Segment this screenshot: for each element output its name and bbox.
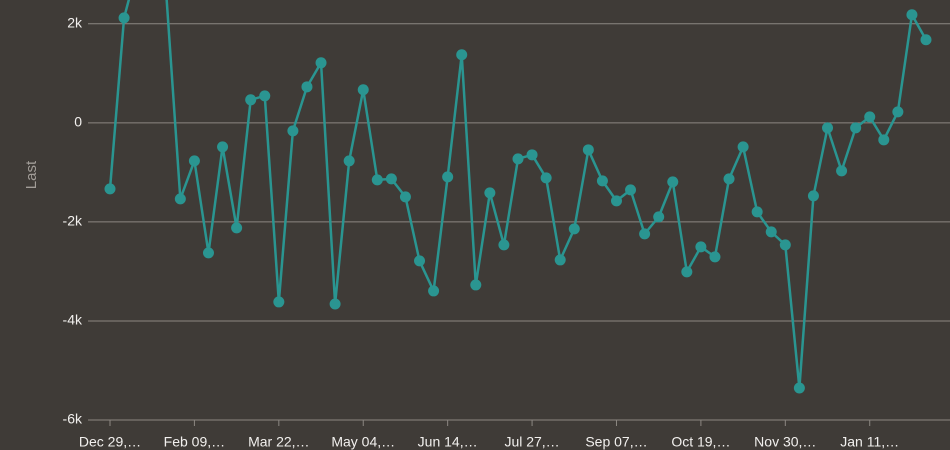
data-point xyxy=(245,94,257,106)
data-point xyxy=(484,187,496,199)
data-point xyxy=(906,9,918,21)
y-tick-label: -4k xyxy=(63,312,83,328)
data-point xyxy=(301,81,313,93)
data-point xyxy=(681,266,693,278)
y-axis-title: Last xyxy=(23,160,40,189)
x-tick-label: Sep 07,… xyxy=(585,434,647,450)
y-tick-label: -6k xyxy=(63,411,83,427)
data-point xyxy=(371,174,383,186)
data-point xyxy=(273,296,285,308)
x-tick-label: Jan 11,… xyxy=(840,434,899,450)
data-point xyxy=(596,175,608,187)
data-point xyxy=(217,141,229,153)
x-tick-label: Jun 14,… xyxy=(418,434,478,450)
data-point xyxy=(793,382,805,394)
y-tick-label: 2k xyxy=(67,14,83,30)
data-point xyxy=(864,111,876,123)
data-point xyxy=(428,285,440,297)
data-point xyxy=(878,134,890,146)
data-point xyxy=(850,122,862,134)
data-point xyxy=(512,153,524,165)
data-point xyxy=(442,171,454,183)
data-point xyxy=(174,193,186,205)
x-tick-label: Oct 19,… xyxy=(671,434,730,450)
x-tick-label: Jul 27,… xyxy=(504,434,559,450)
data-point xyxy=(329,298,341,310)
data-point xyxy=(807,190,819,202)
data-point xyxy=(231,222,243,234)
data-point xyxy=(287,125,299,137)
y-tick-label: -2k xyxy=(63,213,83,229)
data-point xyxy=(653,211,665,223)
x-tick-label: Dec 29,… xyxy=(79,434,141,450)
data-point xyxy=(526,149,538,161)
data-point xyxy=(470,279,482,291)
data-point xyxy=(399,191,411,203)
data-point xyxy=(920,34,932,46)
data-point xyxy=(118,12,130,24)
data-point xyxy=(568,223,580,235)
x-tick-label: May 04,… xyxy=(331,434,395,450)
data-point xyxy=(779,239,791,251)
data-point xyxy=(259,90,271,102)
data-point xyxy=(737,141,749,153)
data-point xyxy=(498,239,510,251)
data-point xyxy=(315,57,327,69)
data-point xyxy=(414,255,426,267)
data-point xyxy=(822,122,834,134)
data-point xyxy=(765,226,777,238)
data-point xyxy=(695,241,707,253)
x-tick-label: Feb 09,… xyxy=(164,434,225,450)
data-point xyxy=(582,144,594,156)
data-point xyxy=(723,173,735,185)
data-point xyxy=(188,155,200,167)
data-point xyxy=(836,165,848,177)
data-point xyxy=(554,254,566,266)
x-tick-label: Mar 22,… xyxy=(248,434,309,450)
series-line xyxy=(108,0,928,390)
data-point xyxy=(667,176,679,188)
data-point xyxy=(357,84,369,96)
data-point xyxy=(892,106,904,118)
data-point xyxy=(709,251,721,263)
data-point xyxy=(343,155,355,167)
data-point xyxy=(751,206,763,218)
x-tick-label: Nov 30,… xyxy=(754,434,816,450)
y-tick-label: 0 xyxy=(74,114,82,130)
data-point xyxy=(385,173,397,185)
data-point xyxy=(104,183,116,195)
data-point xyxy=(639,228,651,240)
data-point xyxy=(625,184,637,196)
data-point xyxy=(456,49,468,61)
data-point xyxy=(540,172,552,184)
data-point xyxy=(610,195,622,207)
data-point xyxy=(202,247,214,259)
